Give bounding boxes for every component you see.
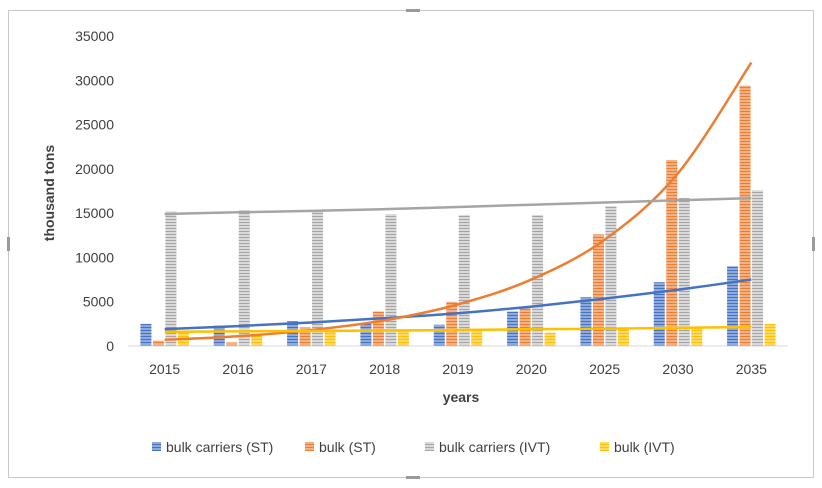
bar-bulk-st-2020 <box>519 307 531 346</box>
bar-bulk-ivt-2030 <box>691 326 703 346</box>
bar-bulk-st-2016 <box>226 342 238 346</box>
bar-bulk-carriers-ivt-2035 <box>752 190 764 346</box>
bar-bulk-st-2017 <box>299 327 311 346</box>
x-tick-label: 2020 <box>516 361 547 377</box>
bar-bulk-carriers-ivt-2016 <box>238 210 250 346</box>
bar-bulk-st-2035 <box>739 85 751 346</box>
bar-bulk-carriers-st-2017 <box>287 321 299 346</box>
y-axis-title: thousand tons <box>41 145 57 242</box>
x-tick-label: 2018 <box>369 361 400 377</box>
bar-bulk-carriers-st-2016 <box>213 325 225 346</box>
resize-handle-left[interactable] <box>7 237 10 251</box>
legend-label: bulk carriers (ST) <box>166 439 273 455</box>
legend-label: bulk (IVT) <box>614 439 675 455</box>
legend-swatch <box>305 442 314 451</box>
resize-handle-top[interactable] <box>406 9 420 12</box>
resize-handle-right[interactable] <box>812 237 815 251</box>
y-axis-ticks: 0 5000 10000 15000 20000 25000 30000 35000 <box>75 28 114 354</box>
bar-bulk-ivt-2025 <box>617 327 629 346</box>
legend-swatch <box>152 442 161 451</box>
bar-bulk-carriers-st-2019 <box>433 324 445 346</box>
x-tick-label: 2016 <box>222 361 253 377</box>
y-tick-label: 25000 <box>75 117 114 133</box>
trendlines <box>164 61 753 342</box>
y-tick-label: 15000 <box>75 205 114 221</box>
bar-bulk-carriers-st-2025 <box>580 297 592 346</box>
bar-bulk-carriers-st-2035 <box>727 266 739 346</box>
bar-bulk-st-2030 <box>666 160 678 346</box>
legend-label: bulk (ST) <box>319 439 376 455</box>
bar-bulk-carriers-ivt-2019 <box>458 214 470 346</box>
y-tick-label: 20000 <box>75 161 114 177</box>
bar-bulk-carriers-st-2030 <box>653 282 665 346</box>
trendline-bulk-st <box>164 61 753 342</box>
bar-bulk-ivt-2035 <box>764 323 776 346</box>
y-tick-label: 0 <box>106 338 114 354</box>
y-tick-label: 10000 <box>75 249 114 265</box>
x-tick-label: 2017 <box>296 361 327 377</box>
bar-bulk-ivt-2016 <box>251 333 263 346</box>
y-tick-label: 30000 <box>75 72 114 88</box>
bar-bulk-carriers-ivt-2025 <box>605 206 617 346</box>
x-tick-label: 2035 <box>736 361 767 377</box>
x-axis-ticks: 2015 2016 2017 2018 2019 2020 2025 2030 2035 <box>149 361 767 377</box>
x-axis-title: years <box>443 389 480 405</box>
x-tick-label: 2025 <box>589 361 620 377</box>
bar-bulk-carriers-ivt-2018 <box>385 214 397 346</box>
trendline-bulk-ivt <box>164 325 752 334</box>
bar-bulk-ivt-2018 <box>397 330 409 346</box>
resize-handle-bottom[interactable] <box>406 476 420 479</box>
bar-bulk-carriers-ivt-2017 <box>312 210 324 346</box>
bar-bulk-st-2018 <box>372 311 384 346</box>
x-tick-label: 2019 <box>442 361 473 377</box>
bar-bulk-ivt-2020 <box>544 332 556 346</box>
bar-bulk-carriers-ivt-2030 <box>678 198 690 346</box>
bars <box>140 85 776 346</box>
x-tick-label: 2015 <box>149 361 180 377</box>
legend-label: bulk carriers (IVT) <box>439 439 550 455</box>
bar-bulk-ivt-2019 <box>471 330 483 346</box>
legend-swatch <box>425 442 434 451</box>
bar-bulk-carriers-ivt-2015 <box>165 211 177 346</box>
bar-bulk-st-2025 <box>592 234 604 346</box>
legend: bulk carriers (ST) bulk (ST) bulk carriers… <box>152 439 675 455</box>
bar-bulk-carriers-st-2018 <box>360 323 372 346</box>
bar-bulk-ivt-2017 <box>324 330 336 346</box>
x-tick-label: 2030 <box>662 361 693 377</box>
y-tick-label: 35000 <box>75 28 114 44</box>
trendline-bulk-carriers-ivt <box>164 196 752 216</box>
legend-swatch <box>600 442 609 451</box>
bar-bulk-st-2019 <box>446 301 458 346</box>
bar-bulk-carriers-st-2015 <box>140 323 152 346</box>
trendline-bulk-carriers-st <box>164 278 752 331</box>
bar-bulk-st-2015 <box>152 340 164 346</box>
bar-bulk-carriers-ivt-2020 <box>532 214 544 346</box>
y-tick-label: 5000 <box>83 294 114 310</box>
